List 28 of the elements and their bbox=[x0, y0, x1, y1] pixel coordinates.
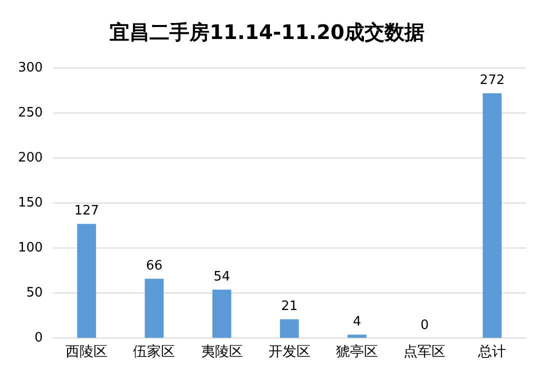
bar bbox=[144, 278, 164, 338]
chart-title: 宜昌二手房11.14-11.20成交数据 bbox=[110, 20, 424, 44]
data-label: 127 bbox=[74, 204, 100, 219]
y-tick-label: 100 bbox=[18, 240, 43, 256]
bar bbox=[212, 290, 232, 338]
bar bbox=[348, 334, 366, 338]
data-label: 54 bbox=[214, 269, 230, 284]
bar bbox=[280, 319, 299, 338]
y-tick-label: 300 bbox=[18, 60, 43, 76]
data-label: 272 bbox=[480, 73, 505, 88]
x-tick-label: 猇亭区 bbox=[336, 344, 378, 360]
y-tick-label: 200 bbox=[18, 150, 43, 166]
x-tick-label: 西陵区 bbox=[66, 344, 108, 360]
y-tick-label: 0 bbox=[34, 330, 43, 346]
data-label: 21 bbox=[281, 299, 298, 314]
bar bbox=[482, 93, 502, 338]
x-tick-label: 总计 bbox=[477, 344, 506, 360]
x-tick-label: 点军区 bbox=[404, 344, 446, 360]
data-label: 4 bbox=[352, 314, 362, 330]
bar bbox=[77, 224, 96, 338]
y-tick-label: 50 bbox=[26, 286, 43, 301]
data-label: 0 bbox=[420, 318, 429, 334]
x-tick-label: 伍家区 bbox=[133, 344, 176, 360]
x-tick-label: 开发区 bbox=[268, 344, 310, 360]
y-tick-label: 250 bbox=[18, 105, 43, 120]
y-tick-label: 150 bbox=[18, 195, 43, 210]
data-label: 66 bbox=[146, 258, 162, 274]
x-tick-label: 夷陵区 bbox=[200, 344, 243, 360]
